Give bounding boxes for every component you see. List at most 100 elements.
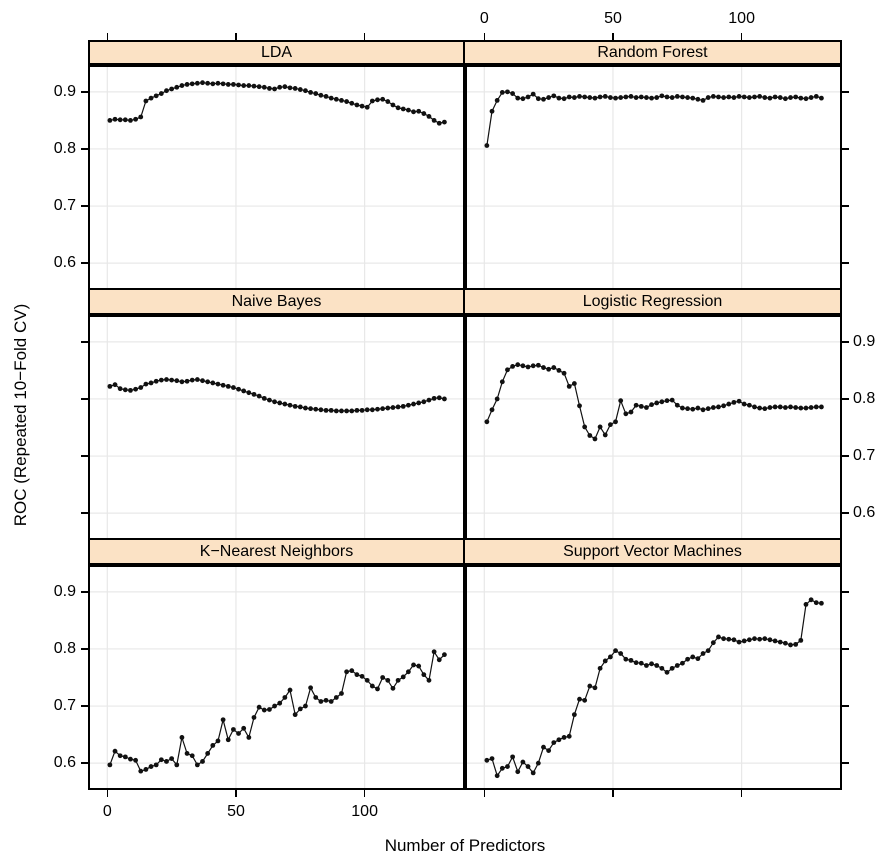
gridlines <box>465 65 842 290</box>
data-points <box>107 649 447 774</box>
y-axis-tick <box>81 205 88 207</box>
panel-plot-logistic-regression <box>465 315 842 540</box>
y-axis-tick <box>842 91 849 93</box>
x-axis-tick <box>235 33 237 40</box>
y-axis-tick <box>842 512 849 514</box>
gridlines <box>465 565 842 790</box>
x-axis-tick-label: 100 <box>728 10 755 27</box>
x-axis-tick-label: 50 <box>604 10 622 27</box>
panel-logistic-regression: Logistic Regression <box>465 290 842 540</box>
panel-plot-lda <box>88 65 465 290</box>
data-points <box>107 377 447 414</box>
series-line <box>109 650 445 772</box>
y-axis-tick-label: 0.8 <box>853 389 876 407</box>
y-axis-tick <box>842 262 849 264</box>
series-line <box>486 364 822 440</box>
panel-plot-random-forest <box>465 65 842 290</box>
panel-strip-k-nearest-neighbors: K−Nearest Neighbors <box>88 540 465 565</box>
panel-naive-bayes: Naive Bayes <box>88 290 465 540</box>
panel-border <box>88 565 465 790</box>
data-points <box>107 80 447 126</box>
y-axis-tick-label: 0.8 <box>53 639 76 657</box>
panel-title: K−Nearest Neighbors <box>199 542 354 560</box>
y-axis-tick <box>81 512 88 514</box>
gridlines <box>88 315 465 540</box>
y-axis-tick <box>81 91 88 93</box>
panel-border <box>88 315 465 540</box>
panel-random-forest: Random Forest <box>465 40 842 290</box>
y-axis-tick <box>81 341 88 343</box>
y-axis-tick-label: 0.9 <box>53 82 76 100</box>
gridlines <box>465 315 842 540</box>
x-axis-tick <box>483 790 485 797</box>
gridlines <box>88 65 465 290</box>
x-axis-tick <box>363 33 366 40</box>
y-axis-tick <box>81 262 88 264</box>
panel-border <box>465 565 842 790</box>
y-axis-tick-label: 0.7 <box>853 447 876 465</box>
y-axis-tick <box>842 648 849 650</box>
x-axis-tick <box>612 33 614 40</box>
y-axis-tick <box>842 705 849 707</box>
y-axis-tick <box>81 648 88 650</box>
x-axis-title: Number of Predictors <box>384 836 546 855</box>
panel-lda: LDA <box>88 40 465 290</box>
panel-strip-naive-bayes: Naive Bayes <box>88 290 465 315</box>
panel-support-vector-machines: Support Vector Machines <box>465 540 842 790</box>
x-axis-tick <box>363 790 366 797</box>
y-axis-tick <box>842 455 849 457</box>
y-axis-tick <box>842 148 849 150</box>
y-axis-tick-label: 0.6 <box>853 504 876 522</box>
panel-plot-support-vector-machines <box>88 565 465 790</box>
y-axis-tick <box>81 148 88 150</box>
panel-plot-svm <box>465 565 842 790</box>
panel-strip-support-vector-machines: Support Vector Machines <box>465 540 842 565</box>
data-points <box>484 362 824 442</box>
panel-title: Naive Bayes <box>231 292 322 310</box>
x-axis-tick-label: 100 <box>351 803 378 820</box>
y-axis-tick-label: 0.8 <box>53 139 76 157</box>
panel-strip-lda: LDA <box>88 40 465 65</box>
y-axis-tick <box>81 762 88 764</box>
y-axis-tick <box>842 398 849 400</box>
x-axis-tick <box>235 790 237 797</box>
x-axis-tick <box>106 790 108 797</box>
y-axis-tick <box>842 762 849 764</box>
x-axis-tick <box>740 790 743 797</box>
y-axis-tick <box>81 591 88 593</box>
x-axis-tick-label: 50 <box>227 803 245 820</box>
y-axis-tick-label: 0.6 <box>53 754 76 772</box>
panel-title: Logistic Regression <box>582 292 723 310</box>
x-axis-tick-label: 0 <box>479 10 489 27</box>
y-axis-tick <box>842 341 849 343</box>
y-axis-tick <box>81 705 88 707</box>
data-points <box>484 597 824 779</box>
x-axis-tick <box>106 33 108 40</box>
panel-border <box>465 65 842 290</box>
gridlines <box>88 565 465 790</box>
panel-k-nearest-neighbors: K−Nearest Neighbors <box>88 540 465 790</box>
panel-title: Support Vector Machines <box>563 542 742 560</box>
data-points <box>484 89 824 148</box>
panel-title: LDA <box>260 43 293 61</box>
x-axis-tick <box>612 790 614 797</box>
series-line <box>486 599 822 778</box>
y-axis-tick <box>842 591 849 593</box>
x-axis-tick <box>483 33 485 40</box>
y-axis-tick-label: 0.6 <box>53 254 76 272</box>
y-axis-tick-label: 0.9 <box>853 332 876 350</box>
x-axis-tick-label: 0 <box>102 803 112 820</box>
y-axis-tick <box>842 205 849 207</box>
y-axis-tick-label: 0.7 <box>53 197 76 215</box>
panel-strip-random-forest: Random Forest <box>465 40 842 65</box>
panel-border <box>465 315 842 540</box>
y-axis-tick <box>81 398 88 400</box>
y-axis-tick-label: 0.9 <box>53 582 76 600</box>
y-axis-title: ROC (Repeated 10−Fold CV) <box>11 303 30 527</box>
x-axis-tick <box>740 33 743 40</box>
panel-title: Random Forest <box>597 43 708 61</box>
panel-border <box>88 65 465 290</box>
panel-plot-naive-bayes <box>88 315 465 540</box>
panel-strip-logistic-regression: Logistic Regression <box>465 290 842 315</box>
